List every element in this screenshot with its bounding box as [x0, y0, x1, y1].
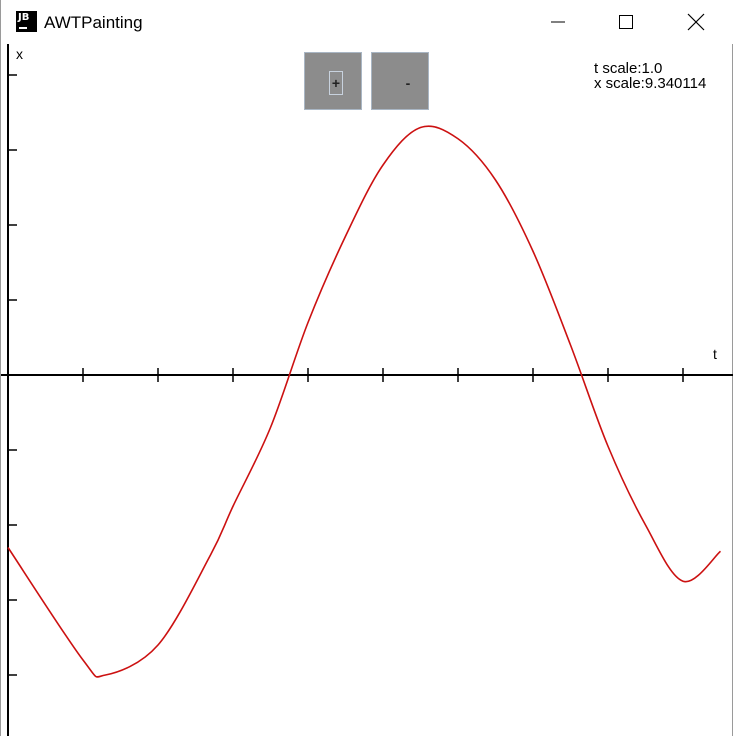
minimize-icon [551, 21, 565, 23]
t-scale-readout: t scale:1.0 [594, 60, 663, 77]
jetbrains-app-icon: JB [16, 11, 37, 32]
zoom-out-button[interactable]: - [371, 52, 429, 110]
plot-svg [1, 44, 733, 736]
window-title: AWTPainting [44, 13, 143, 32]
close-button[interactable] [673, 0, 719, 44]
x-axis-label: x [16, 46, 23, 62]
zoom-in-label: + [328, 71, 344, 95]
x-scale-readout: x scale:9.340114 [594, 76, 707, 91]
title-bar[interactable]: JB AWTPainting [1, 0, 733, 44]
minimize-button[interactable] [535, 0, 581, 44]
close-icon [687, 13, 705, 31]
maximize-icon [619, 15, 633, 29]
zoom-in-button[interactable]: + [304, 52, 362, 110]
zoom-out-label: - [405, 75, 411, 91]
t-axis-label: t [713, 346, 717, 362]
maximize-button[interactable] [603, 0, 649, 44]
function-curve [7, 125, 722, 678]
plot-canvas[interactable] [1, 44, 733, 736]
